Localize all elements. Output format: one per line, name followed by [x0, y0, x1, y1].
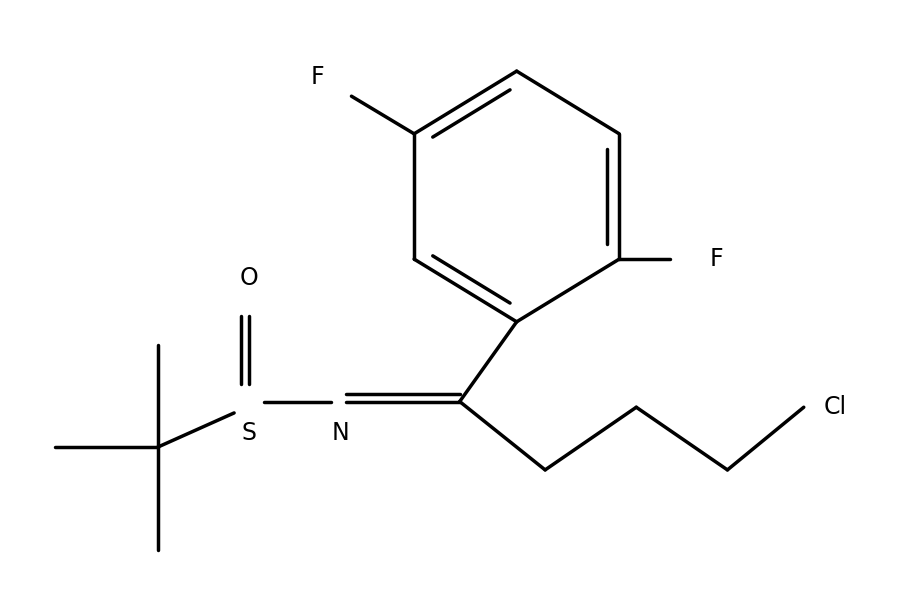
Text: F: F [709, 247, 723, 271]
Text: S: S [242, 422, 256, 446]
Text: Cl: Cl [824, 395, 847, 419]
Text: N: N [331, 422, 349, 446]
Text: F: F [311, 65, 324, 89]
Text: O: O [240, 267, 258, 291]
